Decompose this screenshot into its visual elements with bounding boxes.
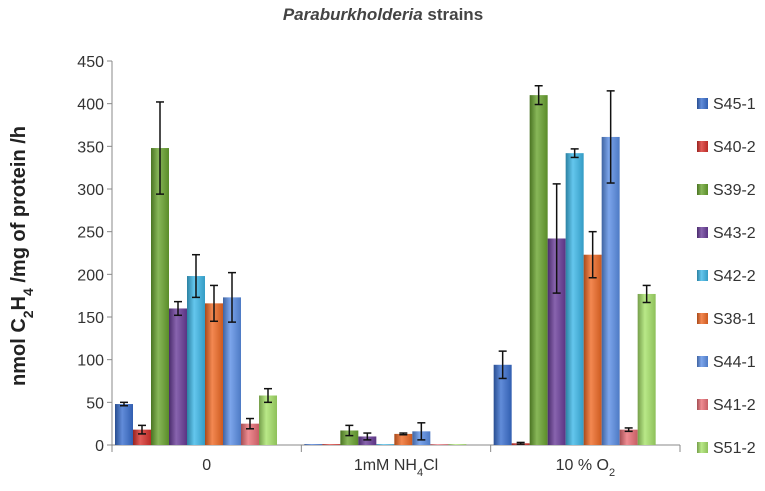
bar-S42-2-2 [565, 153, 584, 445]
bar-S42-2-0 [187, 276, 205, 445]
y-axis-label-sub: 4 [20, 288, 36, 296]
y-tick-label: 350 [77, 139, 104, 156]
bar-S45-1-1 [304, 444, 323, 445]
legend-label-S41-2: S41-2 [713, 397, 756, 414]
bar-S40-2-1 [322, 444, 341, 445]
bar-S38-1-0 [205, 303, 223, 445]
bar-S41-2-2 [619, 429, 638, 445]
y-tick-label: 50 [86, 395, 104, 412]
bar-S42-2-1 [376, 444, 395, 445]
y-axis-label-sub: 2 [20, 310, 36, 318]
bar-S45-1-2 [493, 364, 512, 445]
x-tick-label-sub: 2 [609, 467, 615, 479]
bar-S51-2-2 [637, 293, 656, 445]
legend-swatch-S41-2 [697, 399, 708, 410]
error-bars [120, 84, 651, 445]
y-tick-label: 150 [77, 310, 104, 327]
legend-label-S44-1: S44-1 [713, 354, 756, 371]
bar-S41-2-0 [241, 423, 259, 445]
bar-S39-2-0 [151, 148, 169, 446]
legend-swatch-S39-2 [697, 184, 708, 195]
x-tick-label-sub: 4 [417, 467, 423, 479]
x-tick-label-main: 1mM NH [354, 457, 417, 474]
bar-S39-2-1 [340, 430, 359, 445]
bars [115, 95, 656, 446]
chart-title-italic: Paraburkholderia [283, 5, 423, 24]
x-tick-label: 1mM NH4Cl [354, 457, 438, 479]
y-axis-label-part: nmol C [8, 318, 30, 386]
bar-S43-2-1 [358, 436, 377, 445]
x-tick-label: 10 % O2 [556, 457, 615, 479]
legend-swatch-S45-1 [697, 98, 708, 109]
legend-label-S38-1: S38-1 [713, 311, 756, 328]
y-tick-label: 200 [77, 267, 104, 284]
y-tick-label: 100 [77, 353, 104, 370]
legend-swatch-S44-1 [697, 356, 708, 367]
y-axis-label: nmol C2H4 /mg of protein /h [8, 126, 36, 386]
bar-S40-2-0 [133, 429, 151, 445]
y-axis-label-part: H [8, 296, 30, 310]
legend-swatch-S42-2 [697, 270, 708, 281]
x-tick-label-main: 10 % O [556, 457, 609, 474]
x-axis: 0 1mM NH4Cl 10 % O2 [111, 444, 681, 479]
bar-S44-1-2 [601, 136, 620, 446]
x-tick-label-after: Cl [423, 457, 438, 474]
bar-S45-1-0 [115, 404, 133, 445]
bar-S44-1-0 [223, 297, 241, 445]
legend: S45-1 S40-2 S39-2 S43-2 S42-2 S38-1 S44-1 S41-2… [697, 96, 756, 457]
bar-S51-2-0 [259, 395, 277, 445]
y-tick-label: 250 [77, 225, 104, 242]
legend-label-S45-1: S45-1 [713, 96, 756, 113]
legend-swatch-S51-2 [697, 442, 708, 453]
bar-S38-1-1 [394, 433, 413, 445]
x-tick-label: 0 [202, 457, 211, 474]
legend-label-S39-2: S39-2 [713, 182, 756, 199]
legend-label-S51-2: S51-2 [713, 440, 756, 457]
legend-swatch-S40-2 [697, 141, 708, 152]
bar-S39-2-2 [529, 95, 548, 445]
bar-S43-2-2 [547, 238, 566, 445]
bar-S41-2-1 [430, 444, 449, 445]
y-tick-label: 400 [77, 97, 104, 114]
legend-label-S40-2: S40-2 [713, 139, 756, 156]
legend-swatch-S38-1 [697, 313, 708, 324]
y-axis-label-part: /mg of protein /h [8, 126, 30, 288]
y-tick-label: 300 [77, 182, 104, 199]
bar-S43-2-0 [169, 308, 187, 445]
bar-S38-1-2 [583, 254, 602, 445]
legend-label-S42-2: S42-2 [713, 268, 756, 285]
x-tick-label-main: 0 [202, 457, 211, 474]
bar-S51-2-1 [448, 444, 467, 445]
y-axis: 0 50 100 150 200 250 300 350 400 450 [77, 54, 113, 455]
legend-label-S43-2: S43-2 [713, 225, 756, 242]
legend-swatch-S43-2 [697, 227, 708, 238]
chart-title-rest: strains [423, 5, 483, 24]
chart-title: Paraburkholderia strains [283, 5, 483, 24]
y-tick-label: 0 [95, 438, 104, 455]
y-tick-label: 450 [77, 54, 104, 71]
